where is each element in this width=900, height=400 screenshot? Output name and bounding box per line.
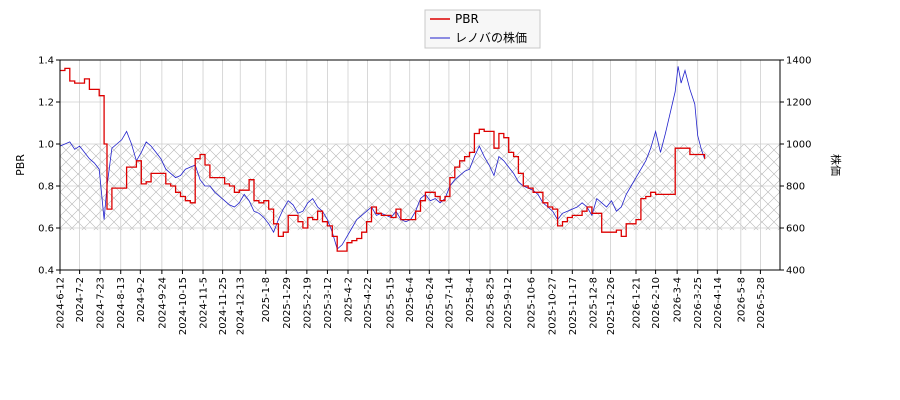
x-tick-label: 2025-11-17 — [568, 277, 579, 335]
x-tick-label: 2026-3-4 — [673, 277, 684, 322]
x-tick-label: 2026-2-10 — [651, 277, 662, 329]
x-tick-label: 2025-4-2 — [344, 277, 355, 322]
x-tick-label: 2026-1-21 — [632, 277, 643, 329]
legend-box — [424, 9, 541, 49]
x-tick-label: 2026-3-25 — [693, 277, 704, 329]
x-tick-label: 2025-12-8 — [588, 277, 599, 329]
x-tick-label: 2024-9-24 — [157, 277, 168, 329]
left-axis-title: PBR — [14, 154, 27, 176]
x-tick-label: 2024-7-23 — [96, 277, 107, 329]
x-tick-label: 2025-1-29 — [282, 277, 293, 329]
right-axis-title: 株価 — [829, 154, 843, 176]
x-tick-label: 2024-8-13 — [116, 277, 127, 329]
x-tick-label: 2025-10-27 — [547, 277, 558, 335]
x-tick-label: 2025-12-26 — [606, 277, 617, 335]
x-tick-label: 2025-9-12 — [503, 277, 514, 329]
right-tick-label: 400 — [786, 266, 805, 277]
legend-label-price: レノバの株価 — [455, 30, 527, 45]
right-tick-label: 800 — [786, 182, 805, 193]
x-tick-label: 2024-12-13 — [236, 277, 247, 335]
left-axis: 0.4 0.6 0.8 1.0 1.2 1.4 — [38, 56, 60, 277]
x-tick-label: 2024-11-25 — [218, 277, 229, 335]
left-tick-label: 1.4 — [38, 56, 54, 67]
right-tick-label: 1400 — [786, 56, 811, 67]
x-tick-label: 2025-7-14 — [444, 277, 455, 329]
x-tick-label: 2025-3-12 — [323, 277, 334, 329]
x-tick-label: 2024-6-12 — [56, 277, 67, 329]
legend-label-pbr: PBR — [455, 12, 479, 26]
x-tick-label: 2026-5-28 — [756, 277, 767, 329]
x-tick-label: 2024-7-2 — [75, 277, 86, 322]
x-tick-label: 2025-4-22 — [363, 277, 374, 329]
x-tick-label: 2026-4-14 — [713, 277, 724, 329]
right-axis: 400 600 800 1000 1200 1400 — [780, 56, 811, 277]
legend: PBR レノバの株価 — [424, 9, 541, 49]
x-tick-label: 2024-11-5 — [199, 277, 210, 329]
right-tick-label: 1200 — [786, 98, 811, 109]
series-layer — [60, 66, 706, 252]
x-axis: 2024-6-12 2024-7-2 2024-7-23 2024-8-13 2024-… — [56, 270, 767, 335]
plot-frame — [59, 59, 781, 271]
x-tick-label: 2026-5-8 — [736, 277, 747, 322]
left-tick-label: 0.4 — [38, 266, 54, 277]
right-tick-label: 600 — [786, 224, 805, 235]
hatched-band — [60, 144, 780, 231]
x-tick-label: 2024-10-15 — [178, 277, 189, 335]
x-tick-label: 2025-1-8 — [261, 277, 272, 322]
x-tick-label: 2025-6-24 — [425, 277, 436, 329]
x-tick-label: 2025-2-19 — [302, 277, 313, 329]
x-tick-label: 2025-8-4 — [465, 277, 476, 322]
x-tick-label: 2025-6-4 — [405, 277, 416, 322]
x-tick-label: 2025-10-6 — [527, 277, 538, 329]
x-tick-label: 2025-8-25 — [486, 277, 497, 329]
left-tick-label: 0.8 — [38, 182, 54, 193]
right-tick-label: 1000 — [786, 140, 811, 151]
left-tick-label: 0.6 — [38, 224, 54, 235]
x-tick-label: 2025-5-15 — [386, 277, 397, 329]
series-line-pbr — [60, 67, 706, 252]
left-tick-label: 1.0 — [38, 140, 54, 151]
left-tick-label: 1.2 — [38, 98, 54, 109]
x-tick-label: 2024-9-2 — [136, 277, 147, 322]
